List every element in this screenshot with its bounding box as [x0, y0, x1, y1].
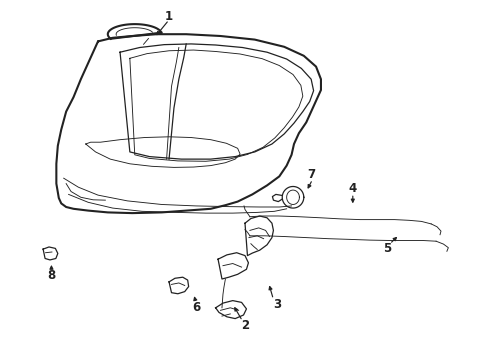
Text: 2: 2 — [241, 319, 249, 332]
Text: 6: 6 — [192, 301, 200, 314]
Text: 3: 3 — [273, 298, 281, 311]
Text: 7: 7 — [307, 168, 315, 181]
Text: 1: 1 — [165, 10, 173, 23]
Text: 5: 5 — [383, 242, 391, 255]
Text: 8: 8 — [48, 269, 55, 282]
Text: 4: 4 — [349, 183, 357, 195]
